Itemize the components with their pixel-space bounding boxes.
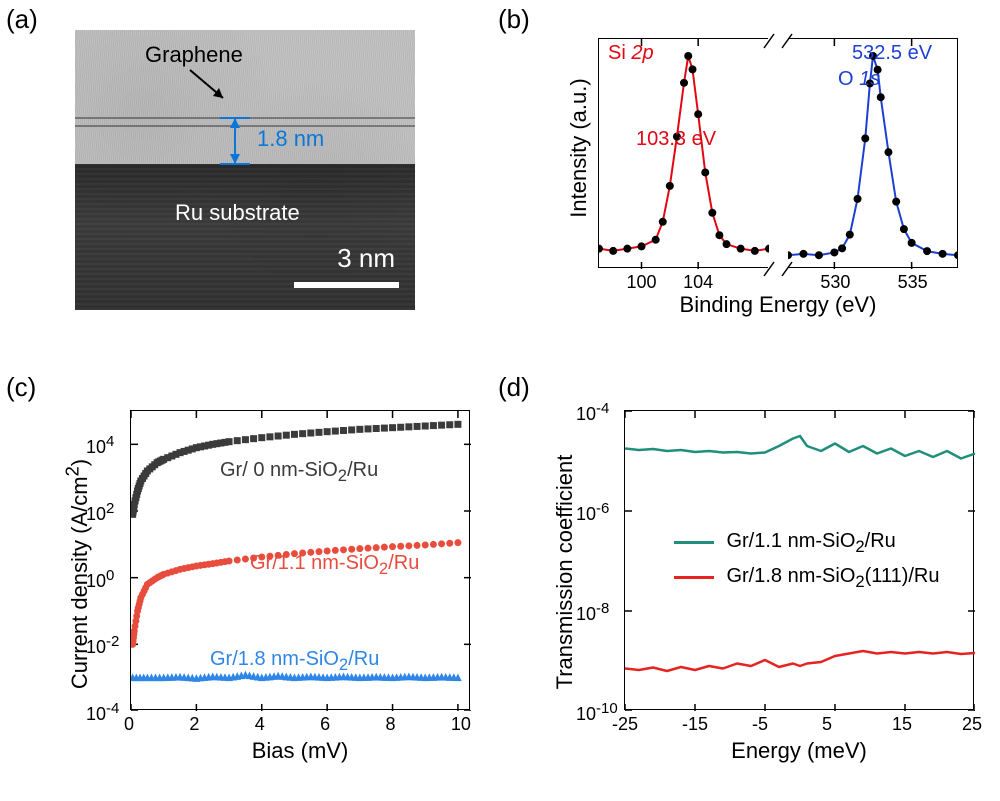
panel-b-xlabel: Binding Energy (eV) <box>598 292 958 318</box>
xtick-label: -5 <box>752 714 768 735</box>
legend-label-1p1: Gr/1.1 nm-SiO2/Ru <box>726 530 895 552</box>
xtick-label: 8 <box>386 714 396 735</box>
panel-d-ylabel: Transmission coefficient <box>552 422 578 722</box>
xps-left-svg <box>599 39 769 269</box>
series-label-0nm: Gr/ 0 nm-SiO2/Ru <box>220 459 378 486</box>
si2p-peak-label: 103.3 eV <box>636 128 716 151</box>
panel-b: Intensity (a.u.) Binding Energy (eV) Si … <box>568 30 978 320</box>
legend-swatch-green <box>674 541 714 544</box>
panel-c: Current density (A/cm2) Bias (mV) 024681… <box>60 404 480 764</box>
ytick-label: 100 <box>86 567 114 592</box>
xps-left-plot <box>598 38 768 268</box>
figure: (a) (b) (c) (d) Graphene 1.8 nm Ru subst… <box>0 0 1000 801</box>
series-label-1p8nm: Gr/1.8 nm-SiO2/Ru <box>210 648 379 675</box>
axis-break-top-icon <box>760 32 796 50</box>
xtick-label: 10 <box>451 714 471 735</box>
xtick-label: 6 <box>320 714 330 735</box>
xtick-label: -15 <box>682 714 708 735</box>
xtick-label: 535 <box>898 272 928 293</box>
scalebar-label: 3 nm <box>337 243 395 274</box>
tem-image: Graphene 1.8 nm Ru substrate 3 nm <box>75 30 415 310</box>
o1s-peak-label: 532.5 eV <box>852 42 932 65</box>
series-label-1p1nm: Gr/1.1 nm-SiO2/Ru <box>250 552 419 579</box>
panel-label-c: (c) <box>6 372 36 403</box>
xtick-label: 2 <box>189 714 199 735</box>
ytick-label: 104 <box>86 433 114 458</box>
panel-label-a: (a) <box>6 4 38 35</box>
panel-label-d: (d) <box>498 372 530 403</box>
panel-c-xlabel: Bias (mV) <box>130 738 470 764</box>
xtick-label: 530 <box>820 272 850 293</box>
gap-label: 1.8 nm <box>257 126 324 152</box>
ytick-label: 10-4 <box>86 700 119 725</box>
arrow-icon <box>185 68 235 108</box>
panel-d-xlabel: Energy (meV) <box>624 738 974 764</box>
xtick-label: 25 <box>962 714 982 735</box>
substrate-label: Ru substrate <box>175 200 300 226</box>
legend-label-1p8: Gr/1.8 nm-SiO2(111)/Ru <box>726 565 939 587</box>
gap-marker-icon <box>215 114 255 170</box>
panel-d-legend: Gr/1.1 nm-SiO2/Ru Gr/1.8 nm-SiO2(111)/Ru <box>674 530 939 592</box>
axis-break-bottom-icon <box>760 260 796 278</box>
o1s-title: O 1s <box>838 68 880 91</box>
ytick-label: 102 <box>86 500 114 525</box>
ytick-label: 10-6 <box>576 500 609 525</box>
panel-d: Transmission coefficient Energy (meV) -2… <box>544 404 984 764</box>
xtick-label: 15 <box>892 714 912 735</box>
ytick-label: 10-2 <box>86 633 119 658</box>
ytick-label: 10-4 <box>576 400 609 425</box>
ytick-label: 10-8 <box>576 600 609 625</box>
legend-swatch-red <box>674 576 714 579</box>
xtick-label: 104 <box>683 272 713 293</box>
xtick-label: 100 <box>627 272 657 293</box>
si2p-title: Si 2p <box>608 42 654 65</box>
graphene-label: Graphene <box>145 42 243 68</box>
panel-b-ylabel: Intensity (a.u.) <box>566 18 592 278</box>
panel-label-b: (b) <box>498 4 530 35</box>
ytick-label: 10-10 <box>576 700 618 725</box>
xtick-label: 5 <box>822 714 832 735</box>
scalebar <box>294 282 399 288</box>
xtick-label: 4 <box>255 714 265 735</box>
xtick-label: 0 <box>124 714 134 735</box>
